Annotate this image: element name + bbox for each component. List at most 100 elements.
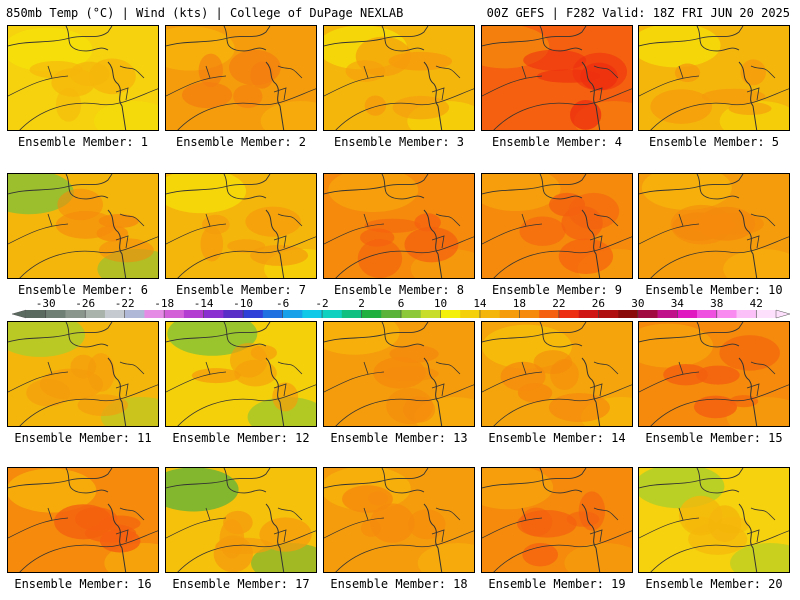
lake-outline [539, 468, 583, 494]
colorbar-segment [657, 310, 678, 318]
coastline [423, 357, 443, 426]
lake-outline [381, 26, 425, 52]
ensemble-member-label: Ensemble Member: 7 [175, 283, 307, 297]
ensemble-member-label: Ensemble Member: 13 [330, 431, 468, 445]
height-contour [493, 384, 632, 426]
colorbar-segment [262, 310, 283, 318]
height-contour [335, 384, 474, 426]
coastline [423, 503, 443, 572]
colorbar-segment [716, 310, 737, 318]
lake-outline [696, 468, 740, 494]
coastline [107, 357, 127, 426]
ensemble-member-label: Ensemble Member: 10 [645, 283, 783, 297]
lake-outline [696, 322, 740, 348]
river-line [205, 65, 211, 79]
colorbar-segment [164, 310, 185, 318]
border-line [324, 322, 429, 343]
coastline-detail [431, 65, 461, 101]
height-contour [482, 517, 543, 539]
height-contour [324, 223, 385, 245]
height-contour [177, 236, 316, 278]
colorbar-segment [361, 310, 382, 318]
ensemble-member-label: Ensemble Member: 17 [172, 577, 310, 591]
colorbar-segment [401, 310, 422, 318]
colorbar-segment [677, 310, 698, 318]
river-line [363, 361, 369, 375]
ensemble-member-label: Ensemble Member: 6 [17, 283, 149, 297]
border-line [324, 26, 429, 47]
height-contour [324, 75, 385, 97]
border-line [639, 322, 744, 343]
colorbar-segment [618, 310, 639, 318]
border-line [639, 468, 744, 489]
colorbar-segment [322, 310, 343, 318]
height-contour [19, 236, 158, 278]
border-line [166, 26, 271, 47]
lake-outline [223, 468, 267, 494]
height-contour [166, 517, 227, 539]
coastline-detail [431, 507, 461, 543]
colorbar-segment [144, 310, 165, 318]
colorbar-tick-label: -18 [154, 297, 174, 310]
colorbar-tick-label: -10 [233, 297, 253, 310]
ensemble-member-label: Ensemble Member: 9 [491, 283, 623, 297]
height-contour [8, 75, 69, 97]
river-line [47, 65, 53, 79]
colorbar-tick-label: -6 [276, 297, 289, 310]
ensemble-member-map [165, 467, 317, 573]
colorbar-segment [697, 310, 718, 318]
coastline-detail [431, 213, 461, 249]
river-line [363, 213, 369, 227]
coastline [107, 503, 127, 572]
border-line [482, 174, 587, 195]
colorbar-segment [499, 310, 520, 318]
lake-outline [223, 322, 267, 348]
ensemble-member-map [7, 25, 159, 131]
height-contour [482, 223, 543, 245]
coastline-detail [115, 65, 145, 101]
coastline-detail [589, 361, 619, 397]
height-contour [177, 384, 316, 426]
colorbar-segment [578, 310, 599, 318]
colorbar-segment [26, 310, 47, 318]
border-line [324, 174, 429, 195]
lake-outline [65, 174, 109, 200]
coastline [738, 357, 758, 426]
river-line [363, 507, 369, 521]
coastline [738, 503, 758, 572]
coastline-detail [273, 361, 303, 397]
colorbar-tick-label: -30 [36, 297, 56, 310]
colorbar-extend-right [775, 309, 791, 319]
height-contour [19, 384, 158, 426]
coastline-detail [589, 213, 619, 249]
ensemble-member-map [165, 321, 317, 427]
ensemble-member-label: Ensemble Member: 2 [175, 135, 307, 149]
river-line [521, 507, 527, 521]
coastline-detail [589, 65, 619, 101]
lake-outline [696, 26, 740, 52]
colorbar-tick-label: -26 [75, 297, 95, 310]
ensemble-member-label: Ensemble Member: 16 [14, 577, 152, 591]
height-contour [8, 223, 69, 245]
coastline [581, 503, 601, 572]
colorbar-segment [183, 310, 204, 318]
height-contour [650, 236, 789, 278]
coastline [265, 209, 285, 278]
ensemble-member-map [638, 25, 790, 131]
coastline [423, 61, 443, 130]
colorbar-tick-label: -22 [115, 297, 135, 310]
colorbar-segment [302, 310, 323, 318]
height-contour [335, 88, 474, 130]
coastline [265, 61, 285, 130]
coastline-detail [746, 507, 776, 543]
colorbar-tick-label: 34 [671, 297, 685, 310]
colorbar-segment [282, 310, 303, 318]
ensemble-member-map [638, 173, 790, 279]
lake-outline [696, 174, 740, 200]
ensemble-member-label: Ensemble Member: 12 [172, 431, 310, 445]
river-line [521, 213, 527, 227]
colorbar-segment [45, 310, 66, 318]
colorbar-segment [341, 310, 362, 318]
height-contour [8, 517, 69, 539]
height-contour [650, 530, 789, 572]
